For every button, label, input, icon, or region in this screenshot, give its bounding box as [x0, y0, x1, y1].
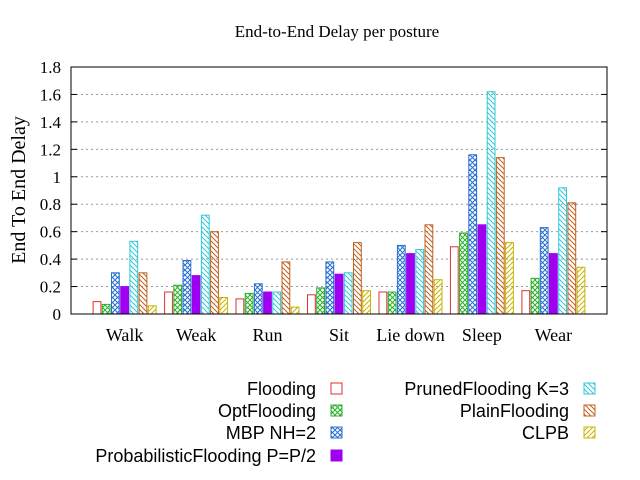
y-tick-label: 0.6	[40, 223, 61, 242]
bar-sit-plainflooding	[353, 242, 362, 315]
bar-wear-flooding	[521, 290, 531, 315]
plot-frame	[70, 66, 608, 315]
y-tick-label: 1.6	[40, 85, 61, 104]
bar-run-optflooding	[244, 292, 254, 315]
bar-walk-plainflooding	[138, 272, 148, 315]
bar-sit-mbp-nh-2	[325, 261, 335, 315]
legend-item-plainflooding: PlainFlooding	[460, 401, 596, 421]
legend-label: PlainFlooding	[460, 401, 569, 421]
bar-lie-down-probabilisticflooding-p-p-2	[406, 253, 415, 315]
legend-label: ProbabilisticFlooding P=P/2	[95, 446, 316, 466]
bar-sleep-flooding	[449, 246, 459, 315]
legend-item-prunedflooding-k-3: PrunedFlooding K=3	[404, 379, 596, 399]
bar-run-clpb	[290, 306, 300, 315]
y-axis-label: End To End Delay	[8, 116, 30, 264]
bar-run-prunedflooding-k-3	[272, 291, 282, 315]
legend-item-optflooding: OptFlooding	[218, 401, 343, 421]
bar-sleep-prunedflooding-k-3	[486, 91, 496, 315]
x-tick-label: Sit	[329, 325, 349, 345]
bar-lie-down-flooding	[378, 291, 388, 315]
legend-label: OptFlooding	[218, 401, 316, 421]
legend-swatch	[330, 382, 343, 395]
x-tick-label: Wear	[535, 325, 573, 345]
y-axis-ticks: 0 0.2 0.4 0.6 0.8 1 1.2 1.4 1.6 1.8	[40, 58, 607, 324]
legend-swatch	[583, 426, 596, 439]
y-tick-label: 1.4	[40, 113, 62, 132]
legend-item-flooding: Flooding	[247, 379, 343, 399]
legend-label: MBP NH=2	[226, 423, 316, 443]
bar-weak-plainflooding	[210, 231, 219, 315]
bar-sit-prunedflooding-k-3	[343, 272, 353, 315]
legend-swatch	[583, 404, 596, 417]
x-tick-label: Sleep	[462, 325, 502, 345]
bar-walk-probabilisticflooding-p-p-2	[120, 286, 129, 315]
bars	[92, 91, 586, 315]
bar-sleep-mbp-nh-2	[468, 154, 478, 315]
bar-weak-flooding	[164, 291, 173, 315]
x-tick-label: Run	[252, 325, 282, 345]
grid-lines	[71, 93, 607, 288]
x-axis-categories: Walk Weak Run Sit Lie down Sleep Wear	[106, 325, 572, 345]
y-tick-label: 1.2	[40, 140, 61, 159]
bar-run-plainflooding	[281, 261, 291, 315]
y-tick-label: 0.2	[40, 278, 61, 297]
bar-run-mbp-nh-2	[253, 283, 263, 315]
bar-weak-probabilisticflooding-p-p-2	[191, 275, 201, 315]
legend-item-clpb: CLPB	[522, 423, 596, 443]
bar-lie-down-prunedflooding-k-3	[415, 249, 425, 315]
legend-label: CLPB	[522, 423, 569, 443]
y-tick-label: 1	[53, 168, 62, 187]
legend-swatch	[583, 382, 596, 395]
bar-lie-down-clpb	[433, 279, 443, 315]
bar-weak-optflooding	[173, 284, 183, 315]
chart-title: End-to-End Delay per posture	[235, 22, 439, 41]
y-tick-label: 0	[53, 305, 62, 324]
bar-sleep-probabilisticflooding-p-p-2	[477, 224, 487, 315]
legend-swatch	[330, 404, 343, 417]
bar-run-probabilisticflooding-p-p-2	[263, 291, 272, 315]
bar-walk-flooding	[92, 301, 102, 315]
bar-wear-prunedflooding-k-3	[558, 187, 568, 315]
bar-wear-clpb	[576, 266, 586, 315]
y-tick-label: 0.8	[40, 195, 61, 214]
bar-wear-probabilisticflooding-p-p-2	[549, 253, 558, 315]
legend-swatch	[330, 426, 343, 439]
y-tick-label: 1.8	[40, 58, 61, 77]
bar-weak-clpb	[219, 297, 229, 315]
bar-sit-probabilisticflooding-p-p-2	[334, 273, 344, 315]
legend-swatch	[330, 449, 343, 462]
legend-item-probabilisticflooding-p-p-2: ProbabilisticFlooding P=P/2	[95, 446, 343, 466]
bar-sit-flooding	[307, 294, 316, 315]
bar-sleep-plainflooding	[495, 157, 505, 315]
legend-label: Flooding	[247, 379, 316, 399]
bar-sit-optflooding	[316, 287, 326, 315]
bar-walk-prunedflooding-k-3	[129, 240, 139, 315]
bar-wear-plainflooding	[567, 202, 577, 315]
bar-weak-prunedflooding-k-3	[200, 214, 210, 315]
bar-lie-down-mbp-nh-2	[396, 244, 406, 315]
legend-label: PrunedFlooding K=3	[404, 379, 569, 399]
legend-item-mbp-nh-2: MBP NH=2	[226, 423, 343, 443]
bar-wear-optflooding	[530, 277, 540, 315]
bar-wear-mbp-nh-2	[539, 227, 549, 315]
bar-lie-down-plainflooding	[424, 224, 434, 315]
bar-sleep-clpb	[505, 242, 514, 315]
bar-lie-down-optflooding	[387, 291, 397, 315]
bar-sleep-optflooding	[459, 232, 468, 315]
bar-sit-clpb	[362, 290, 372, 315]
bar-walk-optflooding	[101, 303, 111, 315]
bar-run-flooding	[235, 298, 245, 315]
x-tick-label: Walk	[106, 325, 144, 345]
y-tick-label: 0.4	[40, 250, 62, 269]
x-tick-label: Lie down	[376, 325, 444, 345]
bar-walk-mbp-nh-2	[111, 272, 120, 315]
bar-walk-clpb	[147, 305, 157, 315]
x-tick-label: Weak	[176, 325, 217, 345]
bar-weak-mbp-nh-2	[182, 260, 192, 315]
